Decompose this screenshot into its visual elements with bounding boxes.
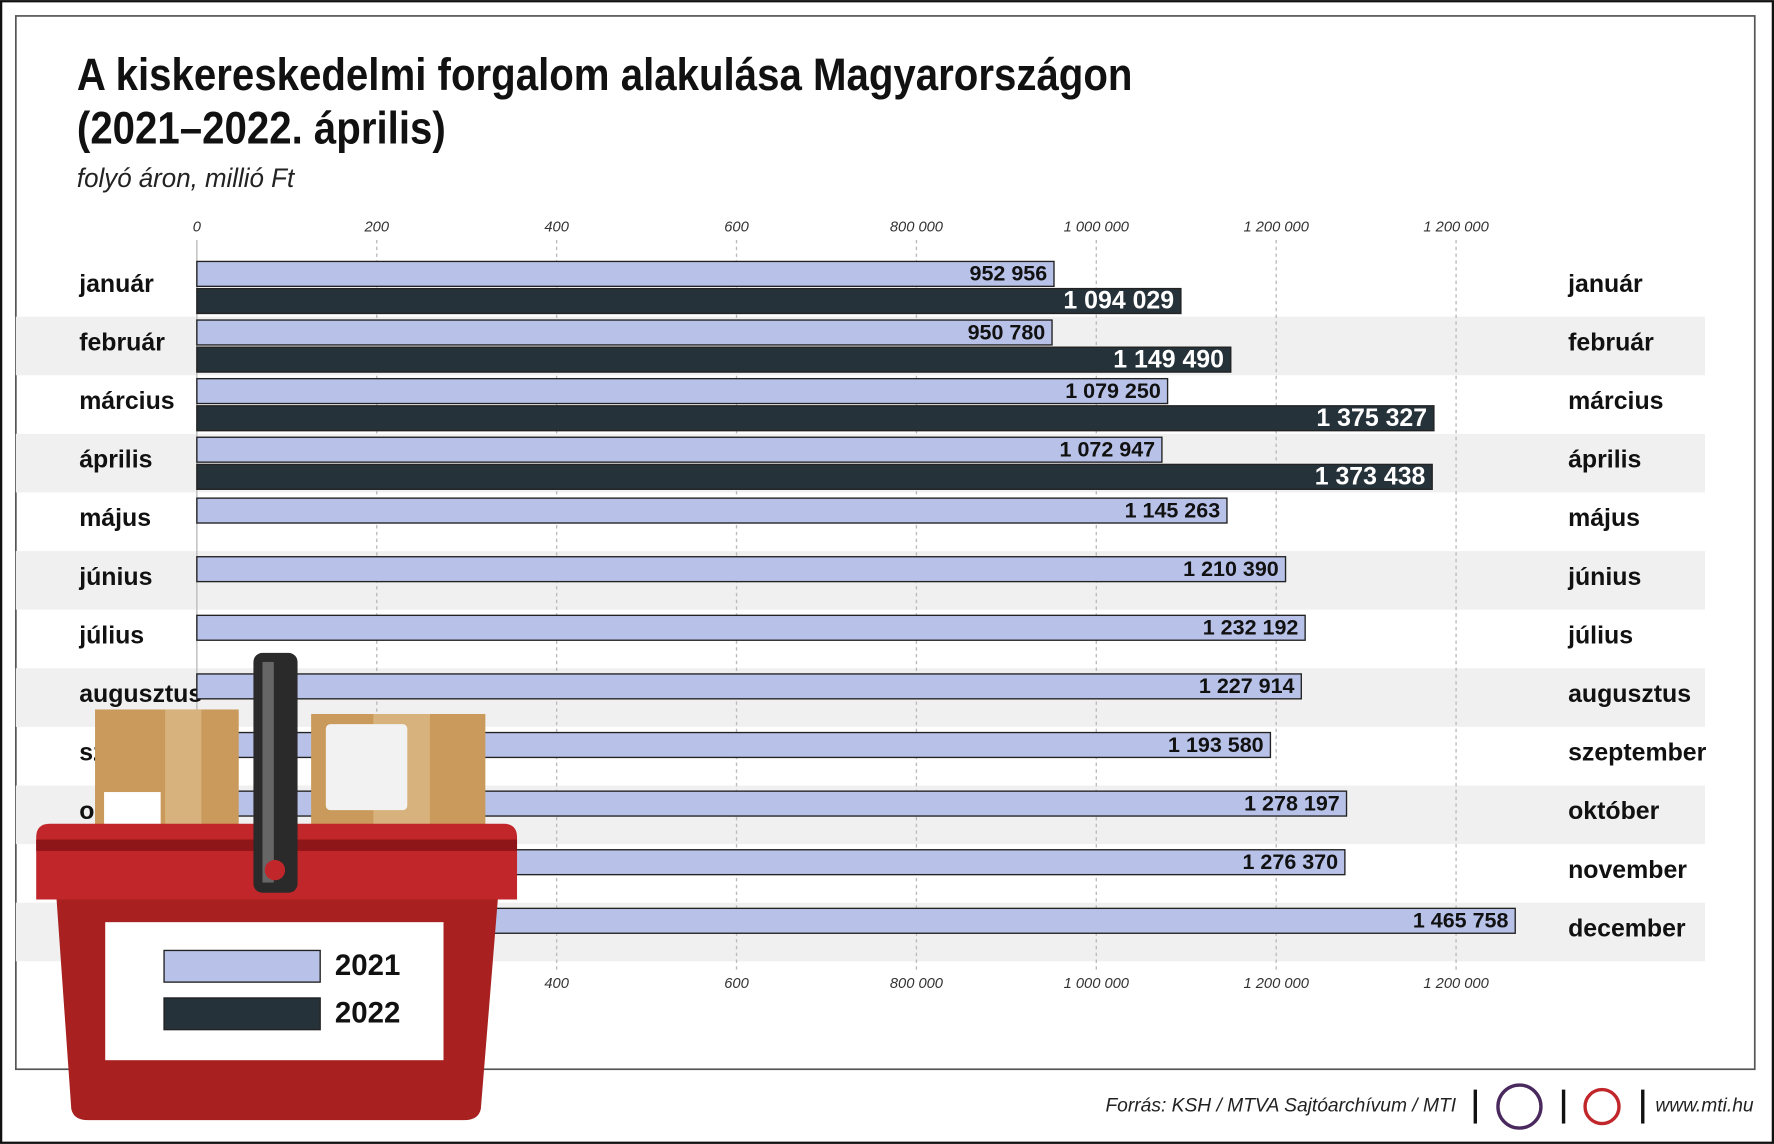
x-tick-label: 400 [544, 219, 569, 235]
category-label: október [1568, 797, 1660, 825]
x-tick-label: 400 [544, 976, 569, 992]
x-tick-label: 1 200 000 [1244, 976, 1310, 992]
category-label: február [1568, 328, 1654, 356]
box-tape [165, 709, 202, 840]
value-label: 1 145 263 [1125, 498, 1221, 522]
category-label: június [78, 563, 152, 591]
box-label [325, 724, 408, 811]
basket-handle [253, 652, 298, 893]
bar [196, 260, 1055, 288]
legend-label: 2022 [335, 997, 400, 1030]
value-label: 1 232 192 [1203, 616, 1299, 640]
bar [196, 436, 1163, 463]
box-label [104, 792, 161, 826]
x-tick-label: 0 [193, 219, 202, 235]
handle-rivet [264, 859, 286, 881]
category-label: május [79, 504, 151, 532]
bar [196, 556, 1287, 583]
value-label: 1 094 029 [1063, 287, 1174, 315]
value-label: 1 375 327 [1316, 404, 1427, 432]
bar [196, 673, 1302, 700]
website: www.mti.hu [1655, 1096, 1754, 1117]
bar [196, 346, 1232, 373]
x-tick-label: 600 [724, 976, 749, 992]
category-label: április [1568, 446, 1641, 474]
category-label: március [79, 387, 174, 415]
title-line: A kiskereskedelmi forgalom alakulása Mag… [77, 49, 1133, 100]
basket-handle-shine [262, 661, 274, 883]
value-label: 1 465 758 [1413, 909, 1509, 933]
category-label: július [78, 621, 144, 649]
legend-box [105, 922, 444, 1061]
category-label: március [1568, 387, 1663, 415]
inner-frame [14, 15, 1756, 1071]
category-label: december [1568, 914, 1686, 942]
value-label: 1 276 370 [1243, 850, 1339, 874]
mti-logo [1583, 1087, 1621, 1126]
bar [196, 463, 1433, 490]
x-tick-label: 1 000 000 [1064, 219, 1130, 235]
legend-swatch [163, 949, 321, 983]
value-label: 950 780 [968, 320, 1046, 344]
value-label: 1 373 438 [1315, 463, 1426, 491]
x-tick-label: 1 200 000 [1244, 219, 1310, 235]
legend: 2021 2022 [163, 949, 400, 1031]
value-label: 1 278 197 [1244, 791, 1340, 815]
category-label: augusztus [79, 680, 202, 708]
value-label: 1 210 390 [1183, 557, 1279, 581]
x-tick-label: 1 200 000 [1423, 976, 1489, 992]
category-label: június [1567, 563, 1641, 591]
x-tick-label: 1 000 000 [1064, 976, 1130, 992]
bar [196, 377, 1169, 405]
value-label: 1 193 580 [1168, 733, 1264, 757]
x-tick-label: 600 [724, 219, 749, 235]
legend-label: 2021 [335, 949, 400, 982]
value-label: 1 072 947 [1060, 438, 1156, 462]
category-label: április [79, 446, 152, 474]
value-label: 1 079 250 [1065, 379, 1161, 403]
value-label: 1 227 914 [1199, 674, 1295, 698]
legend-swatch [163, 997, 321, 1031]
basket-illustration [36, 652, 518, 1121]
category-label: augusztus [1568, 680, 1691, 708]
category-label: február [79, 328, 165, 356]
mtva-logo [1496, 1083, 1543, 1130]
value-label: 952 956 [970, 262, 1048, 286]
category-label: május [1568, 504, 1640, 532]
category-label: január [78, 270, 154, 298]
bar [196, 405, 1435, 432]
x-tick-label: 800 000 [890, 976, 944, 992]
subtitle: folyó áron, millió Ft [77, 162, 296, 193]
category-label: november [1568, 856, 1687, 884]
x-tick-label: 800 000 [890, 219, 944, 235]
category-label: január [1567, 270, 1643, 298]
bar [196, 497, 1228, 524]
bar [196, 319, 1053, 346]
x-tick-label: 200 [363, 219, 389, 235]
source: Forrás: KSH / MTVA Sajtóarchívum / MTI [1105, 1096, 1456, 1117]
bar [196, 287, 1182, 315]
category-label: szeptember [1568, 739, 1707, 767]
x-tick-label: 1 200 000 [1423, 219, 1489, 235]
category-label: július [1567, 621, 1633, 649]
title-line: (2021–2022. április) [77, 102, 446, 153]
bar [196, 614, 1306, 641]
value-label: 1 149 490 [1113, 345, 1224, 373]
